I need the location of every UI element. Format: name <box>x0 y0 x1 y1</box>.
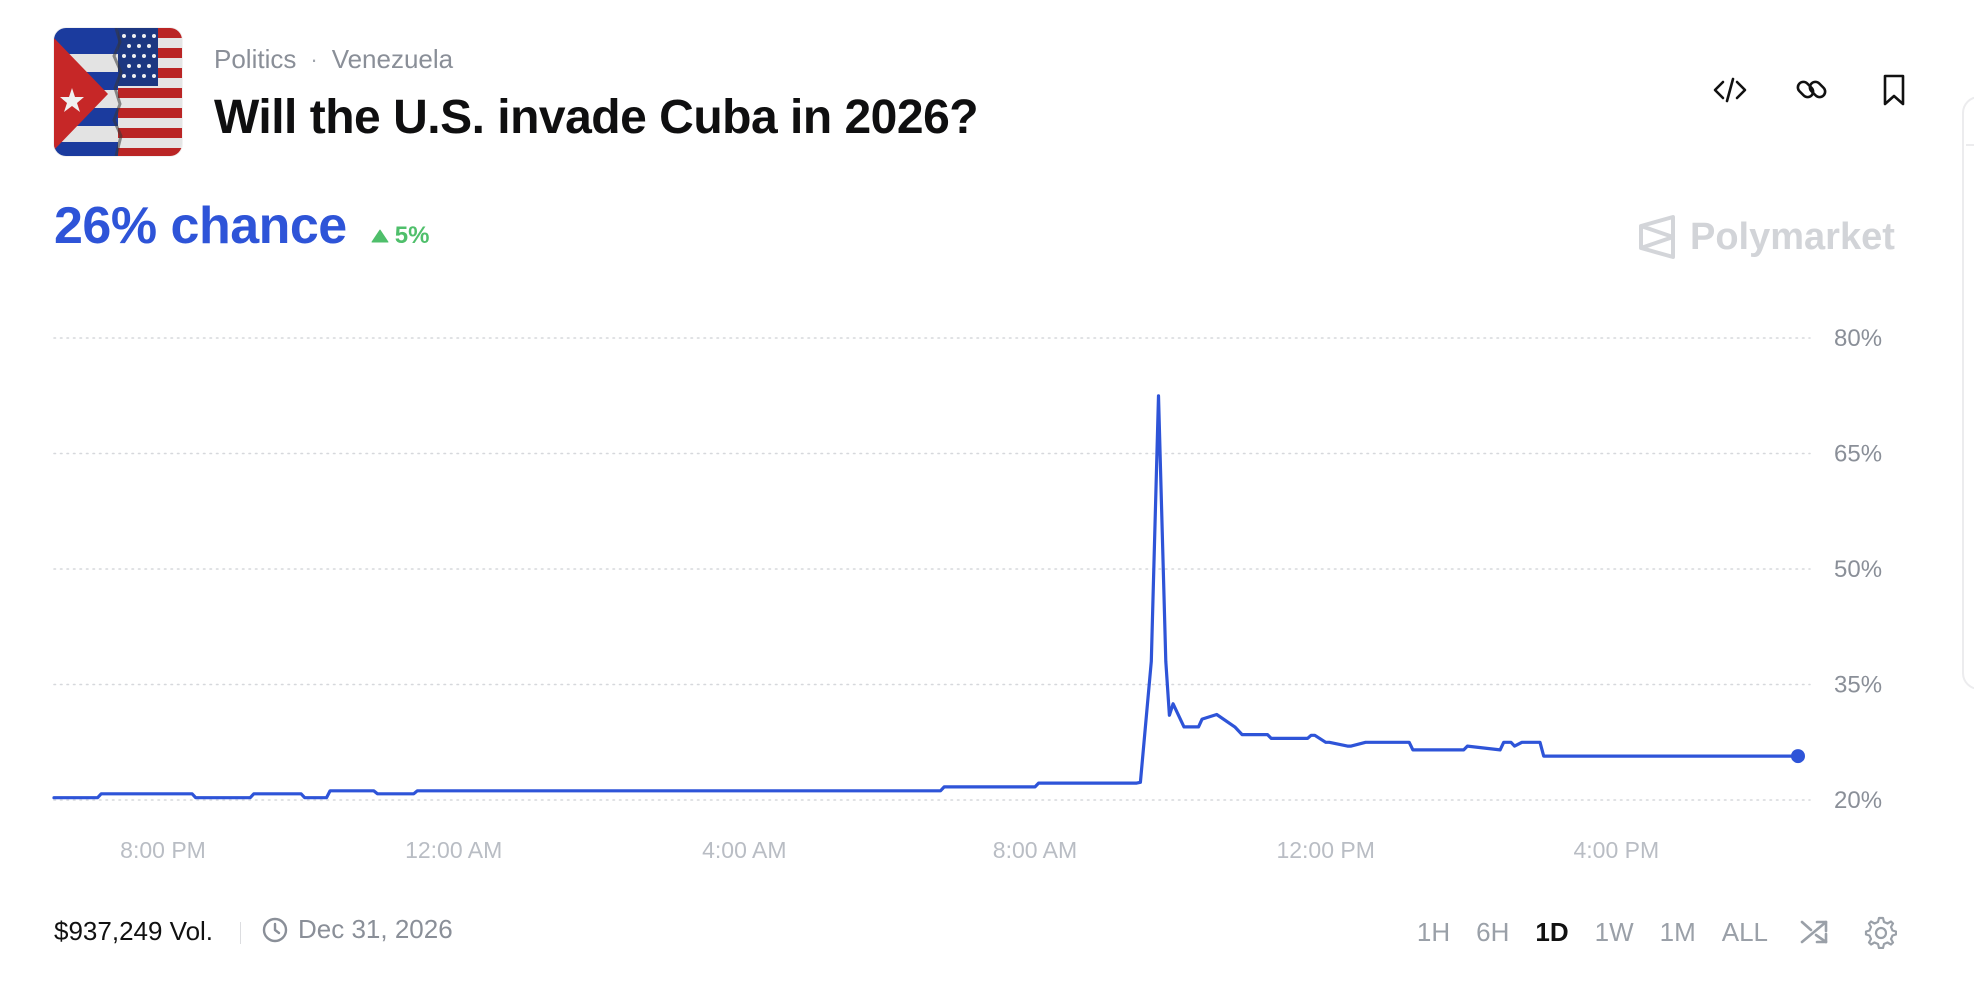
link-icon <box>1796 80 1827 99</box>
breadcrumb-subcategory[interactable]: Venezuela <box>331 44 454 74</box>
price-line[interactable] <box>52 394 1800 800</box>
x-tick-label: 12:00 AM <box>405 837 502 863</box>
range-6h[interactable]: 6H <box>1476 916 1510 947</box>
market-thumbnail[interactable] <box>54 28 182 156</box>
triangle-up-icon <box>371 229 389 243</box>
bookmark-icon <box>1883 74 1905 106</box>
price-chart-svg[interactable]: 20% 35% 50% 65% 80% 8:00 PM 12:00 AM 4:00 AM 8:0… <box>0 300 1974 880</box>
y-tick-label: 80% <box>1834 325 1882 352</box>
breadcrumb: Politics · Venezuela <box>214 44 453 75</box>
volume-label: $937,249 Vol. <box>54 916 214 946</box>
copy-link-button[interactable] <box>1792 70 1832 110</box>
shuffle-button[interactable] <box>1794 912 1834 952</box>
brand-name: Polymarket <box>1690 215 1895 258</box>
x-tick-label: 8:00 AM <box>993 837 1077 863</box>
shuffle-icon <box>1800 920 1828 944</box>
bookmark-button[interactable] <box>1874 70 1914 110</box>
clock-icon <box>262 917 288 942</box>
y-tick-label: 35% <box>1834 672 1882 699</box>
time-range-selector: 1H 6H 1D 1W 1M ALL <box>1417 912 1900 952</box>
breadcrumb-separator: · <box>310 46 318 72</box>
end-date: Dec 31, 2026 <box>262 914 453 945</box>
embed-button[interactable] <box>1710 70 1750 110</box>
x-tick-label: 8:00 PM <box>120 837 206 863</box>
brand-watermark: Polymarket <box>1636 214 1895 260</box>
chart-settings-button[interactable] <box>1860 912 1900 952</box>
current-price-marker[interactable] <box>1791 749 1805 764</box>
side-panel-divider <box>1966 144 1974 146</box>
footer-divider <box>240 922 241 944</box>
x-tick-label: 12:00 PM <box>1276 837 1374 863</box>
page-title: Will the U.S. invade Cuba in 2026? <box>214 91 979 144</box>
chance-summary: 26% chance 5% <box>54 196 429 256</box>
change-badge: 5% <box>371 222 430 250</box>
market-header: Politics · Venezuela Will the U.S. invad… <box>54 28 1914 158</box>
polymarket-logo-icon <box>1639 215 1675 259</box>
breadcrumb-category[interactable]: Politics <box>214 44 297 74</box>
range-all[interactable]: ALL <box>1721 916 1768 947</box>
y-tick-label: 50% <box>1834 556 1882 583</box>
header-actions <box>1710 70 1914 110</box>
chance-value: 26% chance <box>54 197 347 255</box>
gear-icon <box>1864 916 1897 949</box>
chart-footer: $937,249 Vol. Dec 31, 2026 1H 6H 1D 1W 1… <box>54 912 1900 952</box>
range-1d[interactable]: 1D <box>1535 916 1569 947</box>
cuba-us-flag-image <box>54 28 182 156</box>
code-icon <box>1713 77 1747 103</box>
x-tick-label: 4:00 PM <box>1574 837 1660 863</box>
range-1w[interactable]: 1W <box>1594 916 1634 947</box>
end-date-label: Dec 31, 2026 <box>298 914 453 944</box>
y-tick-label: 20% <box>1834 787 1882 814</box>
price-chart[interactable]: 20% 35% 50% 65% 80% 8:00 PM 12:00 AM 4:00 AM 8:0… <box>0 300 1974 880</box>
y-tick-label: 65% <box>1834 441 1882 468</box>
range-1h[interactable]: 1H <box>1416 916 1451 947</box>
x-tick-label: 4:00 AM <box>702 837 786 863</box>
change-value: 5% <box>394 222 430 249</box>
range-1m[interactable]: 1M <box>1659 916 1696 947</box>
